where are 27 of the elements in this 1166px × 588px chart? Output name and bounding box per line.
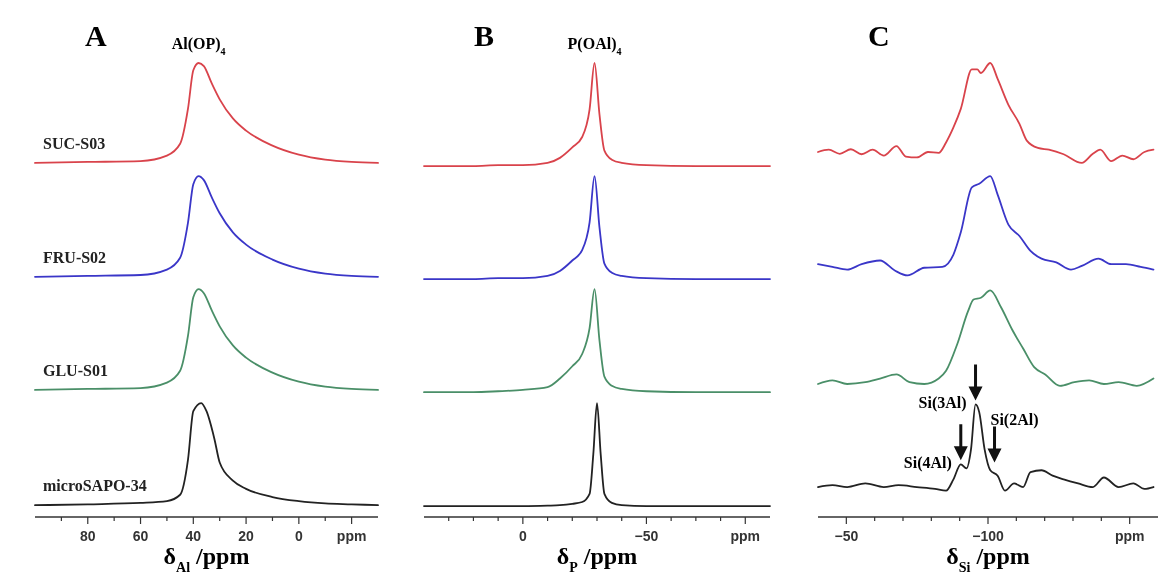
x-tick-label: 60 [132, 528, 149, 544]
x-tick-label: 0 [518, 528, 527, 544]
annotation: P(OAl)$_{4}$ [567, 35, 622, 57]
x-tick-label: ppm [336, 528, 367, 544]
x-tick-label: −50 [834, 528, 859, 544]
annotation: Si(2Al) [990, 410, 1039, 429]
series-label: SUC-S03 [43, 134, 106, 152]
chart-title: B [474, 19, 495, 52]
x-tick-label: −50 [634, 528, 659, 544]
x-tick-label: 40 [185, 528, 202, 544]
x-tick-label: 80 [79, 528, 96, 544]
annotation: Si(3Al) [918, 394, 967, 413]
x-tick-label: ppm [1114, 528, 1145, 544]
annotation: Al(OP)$_{4}$ [171, 35, 226, 57]
chart-title: C [868, 19, 890, 52]
chart-title: A [85, 19, 107, 52]
x-tick-label: 0 [294, 528, 303, 544]
series-label: GLU-S01 [43, 361, 108, 379]
x-axis-title: δ$_{Al}$ /ppm [163, 543, 250, 575]
x-tick-label: 20 [238, 528, 255, 544]
x-tick-label: −100 [972, 528, 1004, 544]
x-axis-title: δ$_{P}$ /ppm [556, 543, 638, 575]
series-label: microSAPO-34 [43, 477, 147, 495]
x-axis-title: δ$_{Si}$ /ppm [946, 543, 1030, 575]
series-label: FRU-S02 [43, 248, 107, 266]
annotation: Si(4Al) [903, 454, 952, 473]
x-tick-label: ppm [730, 528, 761, 544]
